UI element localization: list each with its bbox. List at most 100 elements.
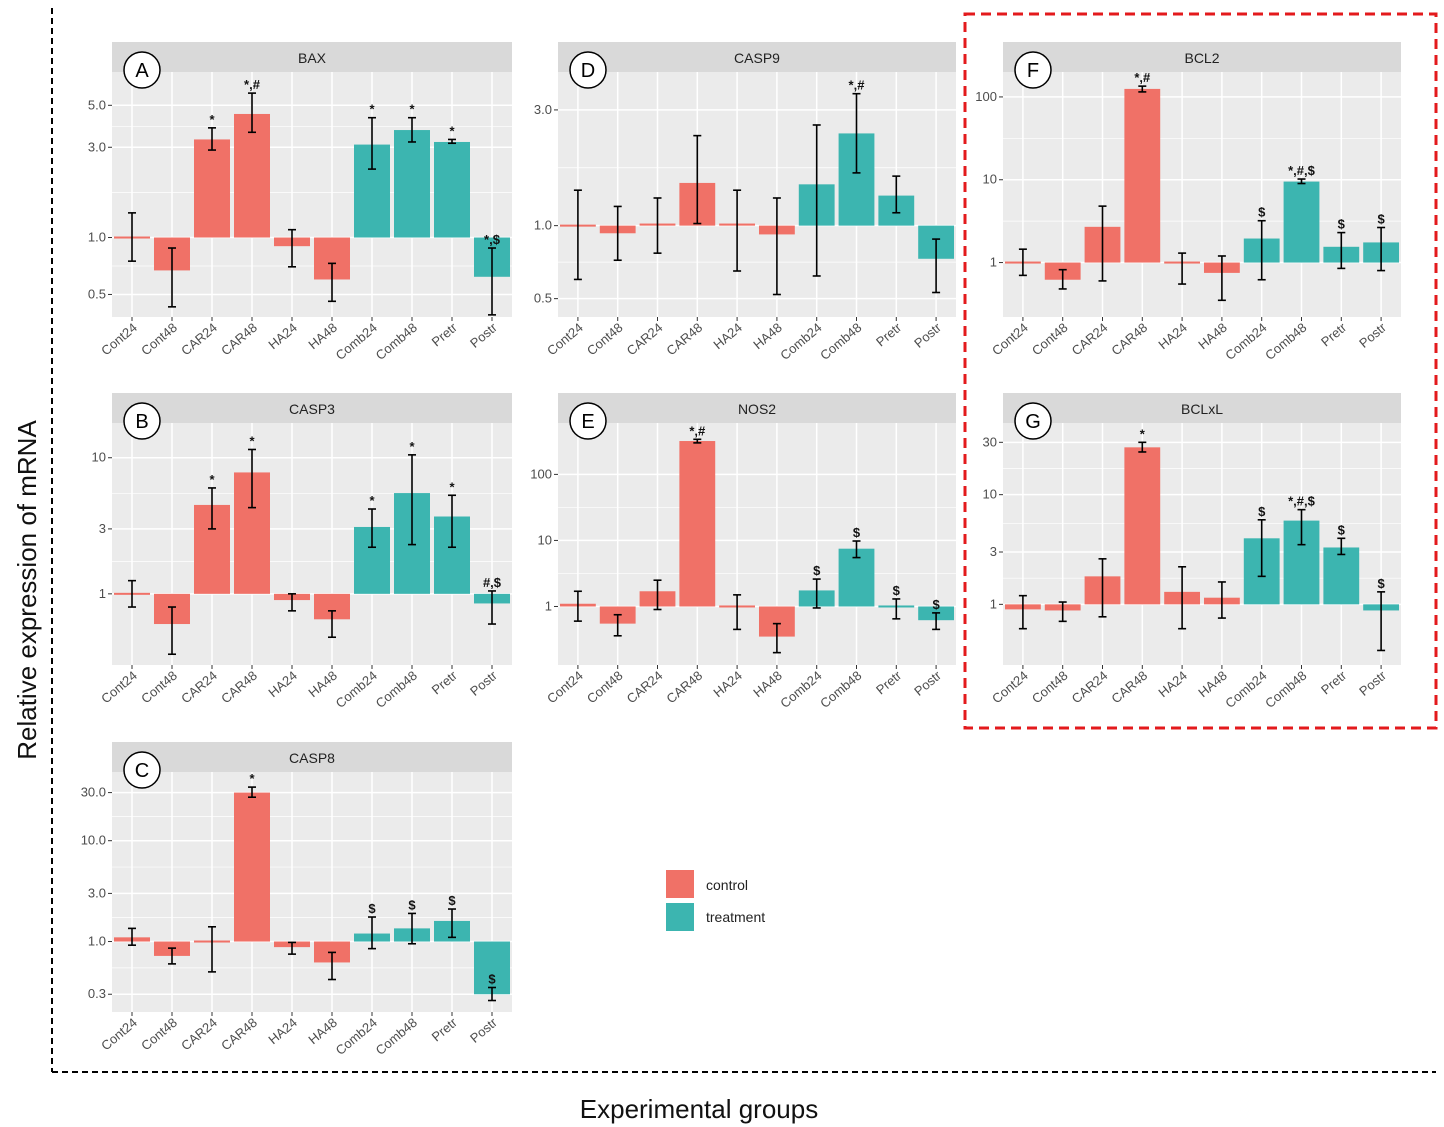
significance-label: *,# xyxy=(244,77,261,92)
bar-F-CAR48 xyxy=(1124,88,1161,263)
x-tick-label: Cont48 xyxy=(138,320,180,358)
strip-F xyxy=(1003,42,1401,72)
bar-A-Pretr xyxy=(434,141,470,238)
significance-label: $ xyxy=(408,897,416,912)
x-tick-label: Comb48 xyxy=(1262,668,1309,711)
significance-label: $ xyxy=(488,971,496,986)
x-tick-label: Cont24 xyxy=(989,320,1031,358)
y-tick-label: 1.0 xyxy=(534,218,552,233)
x-tick-label: Comb48 xyxy=(373,1015,420,1058)
significance-label: $ xyxy=(368,901,376,916)
x-axis-title: Experimental groups xyxy=(580,1094,818,1124)
x-tick-label: CAR48 xyxy=(218,668,260,706)
significance-label: *,#,$ xyxy=(1288,494,1316,509)
x-tick-label: Pretr xyxy=(429,319,461,349)
x-tick-label: Comb24 xyxy=(333,668,380,711)
panel-title-D: CASP9 xyxy=(734,50,780,66)
significance-label: $ xyxy=(1338,522,1346,537)
significance-label: *,# xyxy=(1134,70,1151,85)
x-tick-label: Cont24 xyxy=(544,668,586,706)
bar-C-CAR48 xyxy=(234,792,270,942)
plot-bg-D xyxy=(558,72,956,317)
panel-title-C: CASP8 xyxy=(289,750,335,766)
x-tick-label: Cont48 xyxy=(138,1015,180,1053)
x-tick-label: Postr xyxy=(1356,667,1389,698)
x-tick-label: Comb24 xyxy=(333,320,380,363)
legend-label-treatment: treatment xyxy=(706,909,765,925)
y-tick-label: 100 xyxy=(530,466,552,481)
significance-label: * xyxy=(249,771,255,786)
x-tick-label: Cont24 xyxy=(98,1015,140,1053)
legend-swatch-control xyxy=(666,870,694,898)
x-tick-label: Cont48 xyxy=(1029,320,1071,358)
x-tick-label: Comb48 xyxy=(373,668,420,711)
significance-label: $ xyxy=(893,583,901,598)
x-tick-label: Comb24 xyxy=(777,668,824,711)
y-axis-title: Relative expression of mRNA xyxy=(12,420,42,760)
x-tick-label: CAR48 xyxy=(218,1015,260,1053)
legend: control treatment xyxy=(666,870,765,931)
x-tick-label: Postr xyxy=(911,667,944,698)
x-tick-label: Comb48 xyxy=(817,320,864,363)
panel-title-A: BAX xyxy=(298,50,327,66)
x-tick-label: CAR24 xyxy=(178,1015,220,1053)
y-tick-label: 3.0 xyxy=(88,885,106,900)
y-tick-label: 0.5 xyxy=(534,291,552,306)
x-tick-label: Postr xyxy=(467,319,500,350)
x-tick-label: HA48 xyxy=(1195,668,1230,700)
significance-label: $ xyxy=(1377,576,1385,591)
x-tick-label: Cont48 xyxy=(1029,668,1071,706)
strip-E xyxy=(558,393,956,423)
x-tick-label: Cont24 xyxy=(98,668,140,706)
y-tick-label: 1 xyxy=(990,596,997,611)
significance-label: *,$ xyxy=(484,232,501,247)
significance-label: *,#,$ xyxy=(1288,163,1316,178)
legend-label-control: control xyxy=(706,877,748,893)
y-tick-label: 3.0 xyxy=(534,102,552,117)
x-tick-label: CAR24 xyxy=(624,668,666,706)
significance-label: $ xyxy=(1258,205,1266,220)
x-tick-label: Pretr xyxy=(429,667,461,697)
strip-A xyxy=(112,42,512,72)
y-tick-label: 3 xyxy=(99,521,106,536)
y-tick-label: 1 xyxy=(99,586,106,601)
y-tick-label: 30 xyxy=(983,434,997,449)
x-tick-label: Pretr xyxy=(1318,319,1350,349)
x-tick-label: CAR48 xyxy=(663,320,705,358)
x-tick-label: Pretr xyxy=(429,1014,461,1044)
y-tick-label: 1 xyxy=(990,255,997,270)
panel-letter: A xyxy=(135,60,149,82)
x-tick-label: CAR24 xyxy=(1069,320,1111,358)
y-tick-label: 10 xyxy=(983,487,997,502)
x-tick-label: CAR48 xyxy=(218,320,260,358)
panel-letter-circle xyxy=(123,402,161,440)
x-tick-label: CAR24 xyxy=(624,320,666,358)
significance-label: #,$ xyxy=(483,575,502,590)
x-tick-label: HA24 xyxy=(710,320,745,352)
panel-letter: F xyxy=(1027,60,1039,82)
x-tick-label: Comb24 xyxy=(1222,320,1269,363)
x-tick-label: Comb48 xyxy=(373,320,420,363)
y-tick-label: 1.0 xyxy=(88,230,106,245)
plot-bg-G xyxy=(1003,423,1401,665)
strip-G xyxy=(1003,393,1401,423)
x-tick-label: Postr xyxy=(911,319,944,350)
significance-label: $ xyxy=(853,525,861,540)
x-tick-label: Cont24 xyxy=(989,668,1031,706)
panel-letter: D xyxy=(581,60,595,82)
x-tick-label: HA24 xyxy=(265,1015,300,1047)
x-tick-label: Comb24 xyxy=(777,320,824,363)
x-tick-label: Comb48 xyxy=(817,668,864,711)
plot-bg-E xyxy=(558,423,956,665)
x-tick-label: HA48 xyxy=(305,668,340,700)
panel-letter-circle xyxy=(123,751,161,789)
y-tick-label: 100 xyxy=(975,89,997,104)
x-tick-label: Cont48 xyxy=(584,320,626,358)
significance-label: * xyxy=(409,102,415,117)
